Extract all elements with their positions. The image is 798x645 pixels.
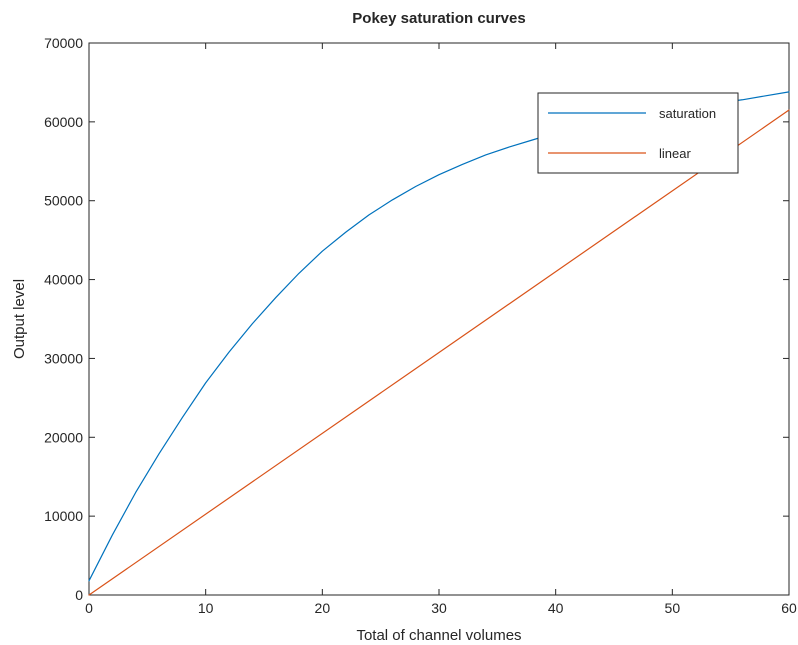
y-tick-label: 50000 (44, 193, 83, 209)
legend: saturation linear (537, 92, 739, 174)
x-tick-label: 10 (198, 600, 214, 616)
x-axis-ticks: 0 10 20 30 40 50 60 (85, 43, 797, 616)
legend-box (537, 92, 739, 174)
y-tick-label: 30000 (44, 350, 83, 366)
y-tick-label: 0 (75, 587, 83, 603)
x-axis-label: Total of channel volumes (356, 627, 521, 644)
y-tick-label: 40000 (44, 272, 83, 288)
x-tick-label: 30 (431, 600, 447, 616)
x-tick-label: 40 (548, 600, 564, 616)
x-tick-label: 20 (315, 600, 331, 616)
chart-title: Pokey saturation curves (352, 10, 525, 27)
series-line-linear (88, 109, 790, 596)
x-tick-label: 60 (781, 600, 797, 616)
x-tick-label: 50 (665, 600, 681, 616)
y-tick-label: 10000 (44, 508, 83, 524)
legend-label-saturation: saturation (659, 106, 716, 121)
y-axis-label: Output level (11, 279, 28, 359)
y-tick-label: 60000 (44, 114, 83, 130)
legend-label-linear: linear (659, 146, 691, 161)
y-axis-ticks: 0 10000 20000 30000 40000 50000 60000 70000 (44, 35, 789, 603)
x-tick-label: 0 (85, 600, 93, 616)
y-tick-label: 70000 (44, 35, 83, 51)
y-tick-label: 20000 (44, 429, 83, 445)
